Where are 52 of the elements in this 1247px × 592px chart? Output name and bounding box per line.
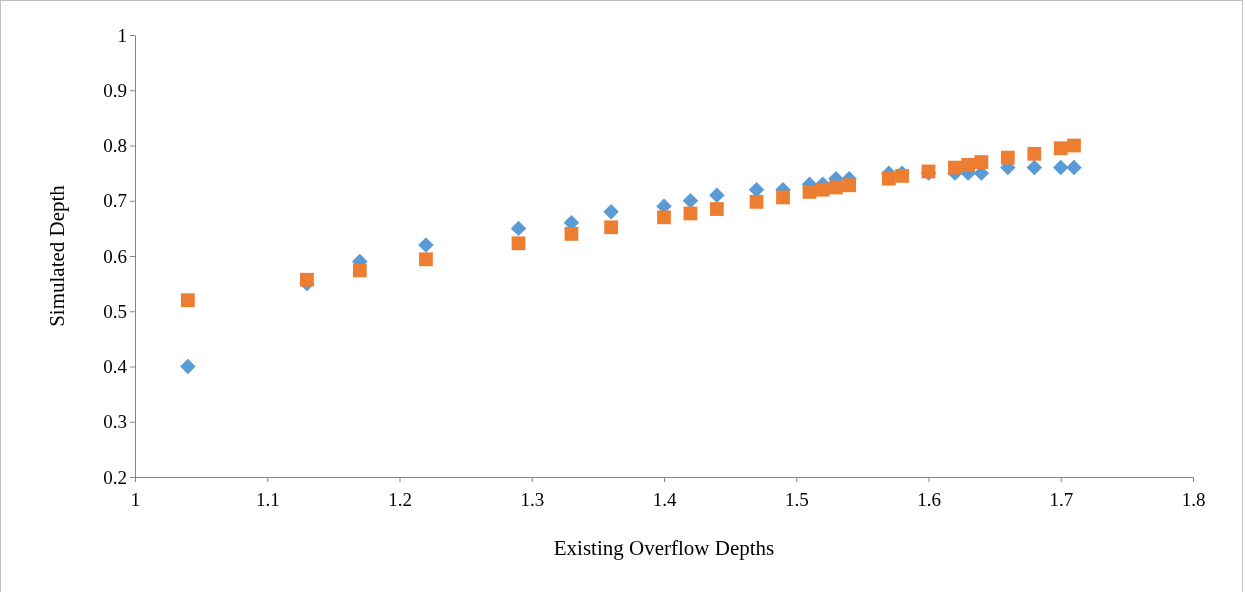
point — [842, 178, 857, 193]
y-tick-label: 0.8 — [103, 135, 127, 157]
y-tick-label: 0.3 — [103, 411, 127, 433]
x-tick-label: 1.2 — [388, 488, 412, 510]
point — [749, 194, 764, 209]
point — [180, 358, 196, 375]
y-tick-label: 0.9 — [103, 79, 127, 101]
x-axis-title: Existing Overflow Depths — [553, 536, 775, 560]
x-tick-label: 1.1 — [255, 488, 280, 510]
point — [603, 204, 619, 220]
x-tick-label: 1.4 — [652, 488, 677, 510]
point — [961, 157, 976, 172]
point — [511, 236, 526, 251]
point — [895, 169, 909, 183]
point — [1053, 159, 1069, 176]
point — [1000, 150, 1015, 165]
point — [829, 180, 843, 195]
point — [776, 190, 790, 205]
x-tick-label: 1.6 — [917, 488, 941, 510]
point — [604, 220, 618, 235]
x-tick-label: 1.5 — [784, 488, 809, 510]
point — [1027, 146, 1042, 161]
point — [657, 210, 671, 225]
x-tick-label: 1.3 — [520, 488, 545, 510]
point — [974, 155, 989, 169]
point — [881, 171, 896, 186]
point — [710, 202, 724, 216]
point — [300, 272, 314, 287]
y-tick-label: 0.5 — [103, 300, 127, 322]
x-tick-label: 1.7 — [1049, 488, 1074, 510]
point — [802, 185, 817, 199]
y-tick-label: 0.2 — [103, 466, 127, 488]
point — [1066, 159, 1082, 176]
point — [419, 252, 433, 267]
point — [418, 237, 434, 253]
x-tick-label: 1.8 — [1181, 488, 1206, 510]
point — [948, 160, 962, 175]
y-tick-label: 0.4 — [103, 356, 128, 378]
point — [682, 193, 699, 209]
y-axis-title: Simulated Depth — [45, 184, 69, 327]
point — [510, 220, 527, 237]
y-tick-label: 0.7 — [103, 190, 127, 212]
point — [1026, 159, 1043, 176]
y-tick-label: 0.6 — [103, 245, 127, 267]
point — [564, 227, 579, 241]
y-tick-label: 1 — [117, 24, 127, 46]
point — [709, 187, 725, 203]
point — [815, 182, 830, 197]
point — [352, 263, 367, 278]
point — [1067, 138, 1081, 153]
point — [1053, 141, 1068, 156]
point — [181, 293, 195, 308]
